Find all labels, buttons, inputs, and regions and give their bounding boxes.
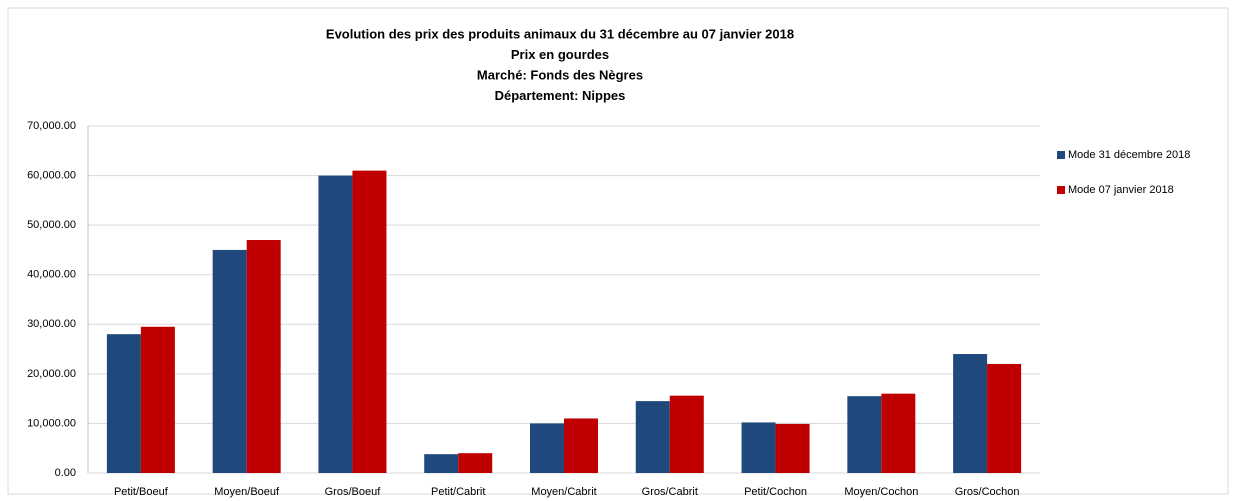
legend-label: Mode 31 décembre 2018 bbox=[1068, 149, 1190, 161]
x-tick-label: Petit/Boeuf bbox=[114, 486, 169, 498]
bar bbox=[987, 363, 1022, 473]
bar bbox=[953, 354, 988, 473]
bar bbox=[881, 393, 916, 473]
y-tick-label: 70,000.00 bbox=[27, 120, 76, 132]
y-tick-label: 50,000.00 bbox=[27, 219, 76, 231]
bar bbox=[530, 423, 564, 473]
chart-title: Marché: Fonds des Nègres bbox=[477, 67, 643, 82]
x-tick-label: Gros/Boeuf bbox=[325, 486, 382, 498]
x-tick-label: Petit/Cochon bbox=[744, 486, 807, 498]
bar bbox=[424, 454, 459, 473]
chart-border bbox=[7, 7, 1229, 495]
y-tick-label: 60,000.00 bbox=[27, 169, 76, 181]
bar bbox=[140, 326, 175, 473]
legend-swatch bbox=[1057, 186, 1065, 194]
y-tick-label: 0.00 bbox=[55, 467, 76, 479]
bar bbox=[635, 401, 670, 473]
chart-title: Prix en gourdes bbox=[511, 47, 609, 62]
y-tick-label: 40,000.00 bbox=[27, 269, 76, 281]
chart-title: Evolution des prix des produits animaux … bbox=[326, 26, 794, 41]
bar bbox=[564, 418, 598, 473]
x-tick-label: Moyen/Boeuf bbox=[214, 486, 280, 498]
bar bbox=[458, 453, 493, 473]
x-tick-label: Gros/Cabrit bbox=[642, 486, 698, 498]
bar bbox=[669, 395, 704, 473]
y-tick-label: 20,000.00 bbox=[27, 368, 76, 380]
bar bbox=[352, 170, 387, 473]
bar bbox=[106, 334, 141, 473]
y-tick-label: 30,000.00 bbox=[27, 318, 76, 330]
bar bbox=[246, 240, 281, 473]
x-tick-label: Moyen/Cabrit bbox=[531, 486, 596, 498]
x-tick-label: Moyen/Cochon bbox=[844, 486, 918, 498]
legend-swatch bbox=[1057, 151, 1065, 159]
chart-title: Département: Nippes bbox=[495, 88, 626, 103]
bar bbox=[318, 175, 353, 474]
x-tick-label: Petit/Cabrit bbox=[431, 486, 485, 498]
bar bbox=[212, 249, 247, 473]
x-tick-label: Gros/Cochon bbox=[955, 486, 1020, 498]
y-tick-label: 10,000.00 bbox=[27, 417, 76, 429]
bar bbox=[775, 423, 810, 473]
legend-label: Mode 07 janvier 2018 bbox=[1068, 184, 1174, 196]
bar bbox=[741, 422, 776, 473]
bar bbox=[847, 396, 882, 473]
